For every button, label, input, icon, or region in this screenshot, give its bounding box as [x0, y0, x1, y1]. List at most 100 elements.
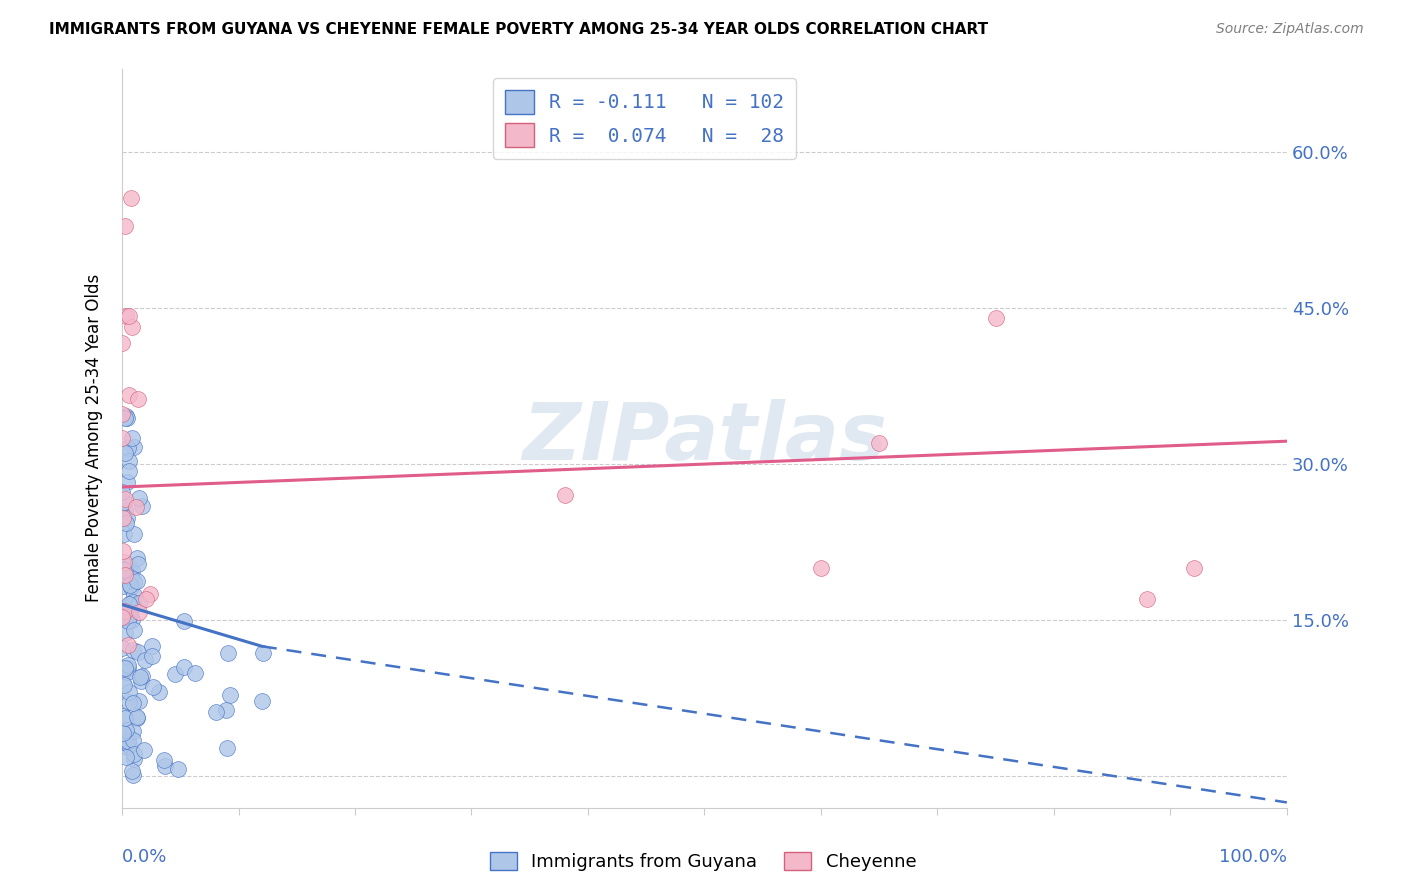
Point	[117, 597, 139, 611]
Point	[115, 723, 138, 737]
Point	[114, 663, 136, 677]
Point	[114, 491, 136, 506]
Point	[114, 411, 136, 425]
Point	[112, 495, 135, 509]
Point	[129, 673, 152, 688]
Point	[173, 614, 195, 628]
Point	[131, 669, 153, 683]
Point	[122, 440, 145, 454]
Point	[117, 441, 139, 455]
Point	[810, 561, 832, 575]
Point	[115, 665, 138, 679]
Point	[111, 725, 134, 739]
Point	[111, 640, 134, 655]
Point	[122, 643, 145, 657]
Point	[118, 558, 141, 573]
Point	[114, 446, 136, 460]
Point	[122, 747, 145, 761]
Point	[117, 733, 139, 747]
Point	[112, 555, 135, 569]
Point	[984, 311, 1007, 326]
Point	[114, 310, 136, 324]
Point	[111, 484, 134, 499]
Point	[111, 609, 134, 624]
Point	[204, 705, 226, 719]
Point	[166, 762, 188, 776]
Point	[111, 511, 134, 525]
Point	[111, 335, 134, 350]
Point	[115, 740, 138, 755]
Point	[128, 670, 150, 684]
Point	[111, 675, 134, 690]
Point	[117, 661, 139, 675]
Point	[1182, 561, 1205, 575]
Point	[121, 564, 143, 578]
Point	[114, 625, 136, 640]
Point	[111, 407, 134, 421]
Point	[117, 729, 139, 743]
Point	[114, 567, 136, 582]
Point	[252, 646, 274, 660]
Point	[118, 607, 141, 622]
Text: IMMIGRANTS FROM GUYANA VS CHEYENNE FEMALE POVERTY AMONG 25-34 YEAR OLDS CORRELAT: IMMIGRANTS FROM GUYANA VS CHEYENNE FEMAL…	[49, 22, 988, 37]
Legend: Immigrants from Guyana, Cheyenne: Immigrants from Guyana, Cheyenne	[482, 845, 924, 879]
Point	[114, 563, 136, 577]
Point	[118, 454, 141, 468]
Legend: R = -0.111   N = 102, R =  0.074   N =  28: R = -0.111 N = 102, R = 0.074 N = 28	[494, 78, 796, 159]
Point	[121, 768, 143, 782]
Point	[165, 667, 187, 681]
Point	[115, 409, 138, 424]
Point	[134, 653, 156, 667]
Point	[117, 638, 139, 652]
Point	[112, 562, 135, 576]
Point	[183, 666, 205, 681]
Point	[121, 432, 143, 446]
Point	[217, 741, 239, 756]
Point	[127, 711, 149, 725]
Point	[153, 753, 176, 767]
Point	[118, 568, 141, 582]
Point	[127, 550, 149, 565]
Point	[125, 710, 148, 724]
Point	[120, 570, 142, 584]
Point	[118, 739, 141, 753]
Point	[127, 392, 149, 406]
Point	[127, 645, 149, 659]
Text: ZIPatlas: ZIPatlas	[522, 399, 887, 477]
Point	[112, 543, 135, 558]
Point	[112, 709, 135, 723]
Point	[114, 661, 136, 675]
Point	[148, 684, 170, 698]
Point	[139, 587, 162, 601]
Point	[128, 694, 150, 708]
Point	[115, 511, 138, 525]
Point	[120, 191, 142, 205]
Point	[115, 516, 138, 530]
Point	[118, 578, 141, 592]
Point	[114, 604, 136, 618]
Point	[215, 703, 238, 717]
Point	[122, 527, 145, 541]
Point	[142, 680, 165, 694]
Point	[115, 475, 138, 490]
Point	[250, 694, 273, 708]
Point	[122, 574, 145, 589]
Point	[117, 614, 139, 628]
Point	[125, 500, 148, 515]
Point	[217, 646, 239, 660]
Point	[124, 588, 146, 602]
Point	[219, 689, 242, 703]
Point	[1136, 592, 1159, 607]
Text: 100.0%: 100.0%	[1219, 848, 1286, 866]
Point	[131, 499, 153, 513]
Point	[118, 388, 141, 402]
Point	[115, 411, 138, 425]
Point	[112, 527, 135, 541]
Point	[117, 464, 139, 478]
Text: 0.0%: 0.0%	[122, 848, 167, 866]
Point	[141, 640, 163, 654]
Point	[554, 488, 576, 502]
Point	[121, 613, 143, 627]
Point	[117, 603, 139, 617]
Point	[111, 609, 134, 624]
